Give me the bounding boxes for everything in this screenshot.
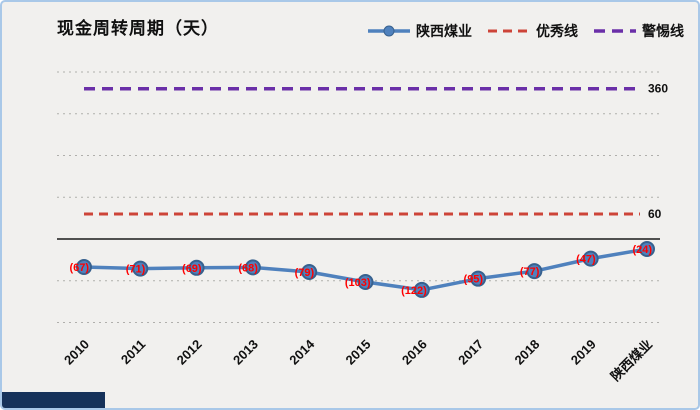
legend-label-warning-line: 警惕线 bbox=[642, 23, 684, 39]
svg-text:(122): (122) bbox=[401, 285, 427, 297]
svg-text:60: 60 bbox=[648, 207, 662, 221]
chart-title: 现金周转周期（天） bbox=[57, 19, 219, 38]
legend-label-shanxi-coal: 陕西煤业 bbox=[416, 23, 472, 39]
footer-watermark-bar bbox=[2, 392, 105, 408]
svg-text:2015: 2015 bbox=[343, 337, 374, 368]
svg-text:2011: 2011 bbox=[118, 337, 149, 368]
legend-item-shanxi-coal: 陕西煤业 bbox=[367, 21, 472, 41]
blue-line-marker-swatch bbox=[368, 25, 410, 37]
red-dashed-line-swatch bbox=[488, 29, 530, 33]
svg-text:360: 360 bbox=[648, 82, 668, 96]
svg-text:(103): (103) bbox=[345, 277, 371, 289]
svg-text:2010: 2010 bbox=[61, 337, 92, 368]
svg-text:2014: 2014 bbox=[286, 336, 318, 368]
svg-text:(68): (68) bbox=[238, 262, 258, 274]
legend-item-excellent-line: 优秀线 bbox=[487, 21, 578, 41]
svg-text:陕西煤业: 陕西煤业 bbox=[608, 337, 655, 384]
svg-text:2013: 2013 bbox=[230, 337, 261, 368]
svg-text:2018: 2018 bbox=[511, 337, 542, 368]
svg-text:(77): (77) bbox=[520, 266, 540, 278]
svg-text:(79): (79) bbox=[295, 267, 315, 279]
legend-item-warning-line: 警惕线 bbox=[593, 21, 684, 41]
purple-dashed-line-swatch bbox=[594, 29, 636, 33]
svg-text:2017: 2017 bbox=[455, 337, 486, 368]
svg-text:(24): (24) bbox=[632, 244, 652, 256]
svg-text:(69): (69) bbox=[182, 263, 202, 275]
svg-text:2019: 2019 bbox=[568, 337, 599, 368]
svg-text:(71): (71) bbox=[126, 264, 146, 276]
svg-text:(47): (47) bbox=[576, 254, 596, 266]
svg-text:2012: 2012 bbox=[174, 337, 205, 368]
legend-label-excellent-line: 优秀线 bbox=[536, 23, 578, 39]
svg-text:2016: 2016 bbox=[399, 337, 430, 368]
svg-text:(95): (95) bbox=[464, 274, 484, 286]
svg-text:(67): (67) bbox=[69, 262, 89, 274]
chart-legend: 陕西煤业 优秀线 警惕线 bbox=[367, 21, 684, 41]
